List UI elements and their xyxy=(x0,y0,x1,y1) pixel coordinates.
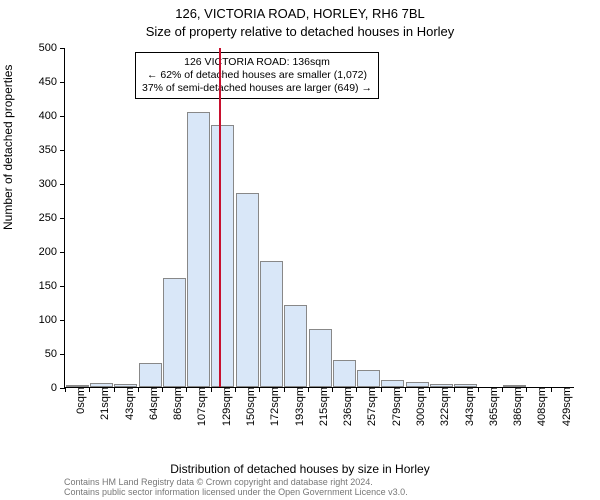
x-tick-label: 64sqm xyxy=(142,387,160,420)
y-tick-label: 0 xyxy=(51,382,65,394)
plot-area: 126 VICTORIA ROAD: 136sqm ← 62% of detac… xyxy=(64,48,574,388)
x-tick xyxy=(284,387,285,392)
credits: Contains HM Land Registry data © Crown c… xyxy=(64,478,408,498)
y-tick-label: 500 xyxy=(39,42,65,54)
x-tick-label: 343sqm xyxy=(458,387,476,426)
x-tick-label: 0sqm xyxy=(69,387,87,414)
x-tick xyxy=(551,387,552,392)
annotation-line2: ← 62% of detached houses are smaller (1,… xyxy=(142,69,372,82)
x-tick xyxy=(308,387,309,392)
x-tick-label: 429sqm xyxy=(555,387,573,426)
x-tick xyxy=(162,387,163,392)
x-tick xyxy=(235,387,236,392)
x-tick xyxy=(211,387,212,392)
x-tick-label: 408sqm xyxy=(530,387,548,426)
x-tick xyxy=(114,387,115,392)
chart-container: 126, VICTORIA ROAD, HORLEY, RH6 7BL Size… xyxy=(0,0,600,500)
y-tick-label: 250 xyxy=(39,212,65,224)
x-tick-label: 107sqm xyxy=(190,387,208,426)
x-tick-label: 193sqm xyxy=(288,387,306,426)
y-tick-label: 450 xyxy=(39,76,65,88)
x-tick-label: 236sqm xyxy=(336,387,354,426)
histogram-bar xyxy=(139,363,162,387)
chart-title-sub: Size of property relative to detached ho… xyxy=(0,24,600,39)
x-tick-label: 129sqm xyxy=(215,387,233,426)
histogram-bar xyxy=(333,360,356,387)
histogram-bar xyxy=(357,370,380,387)
y-tick-label: 150 xyxy=(39,280,65,292)
x-axis-label: Distribution of detached houses by size … xyxy=(0,462,600,476)
x-tick xyxy=(478,387,479,392)
x-tick-label: 279sqm xyxy=(385,387,403,426)
x-tick-label: 322sqm xyxy=(433,387,451,426)
histogram-bar xyxy=(284,305,307,387)
annotation-line1: 126 VICTORIA ROAD: 136sqm xyxy=(142,56,372,69)
histogram-bar xyxy=(236,193,259,387)
x-tick xyxy=(502,387,503,392)
x-tick xyxy=(526,387,527,392)
x-tick-label: 215sqm xyxy=(312,387,330,426)
annotation-box: 126 VICTORIA ROAD: 136sqm ← 62% of detac… xyxy=(135,52,379,99)
x-tick xyxy=(259,387,260,392)
y-tick-label: 300 xyxy=(39,178,65,190)
chart-title-main: 126, VICTORIA ROAD, HORLEY, RH6 7BL xyxy=(0,6,600,21)
x-tick xyxy=(65,387,66,392)
histogram-bar xyxy=(163,278,186,387)
y-tick-label: 200 xyxy=(39,246,65,258)
x-tick-label: 172sqm xyxy=(263,387,281,426)
y-axis-label: Number of detached properties xyxy=(1,65,15,230)
histogram-bar xyxy=(187,112,210,387)
x-tick xyxy=(381,387,382,392)
x-tick-label: 86sqm xyxy=(166,387,184,420)
x-tick xyxy=(454,387,455,392)
x-tick xyxy=(429,387,430,392)
y-tick-label: 100 xyxy=(39,314,65,326)
x-tick xyxy=(405,387,406,392)
histogram-bar xyxy=(309,329,332,387)
x-tick xyxy=(138,387,139,392)
histogram-bar xyxy=(260,261,283,387)
x-tick xyxy=(89,387,90,392)
x-tick-label: 21sqm xyxy=(93,387,111,420)
y-tick-label: 400 xyxy=(39,110,65,122)
reference-line xyxy=(219,48,221,387)
x-tick xyxy=(356,387,357,392)
x-tick-label: 386sqm xyxy=(506,387,524,426)
x-tick-label: 150sqm xyxy=(239,387,257,426)
y-tick-label: 350 xyxy=(39,144,65,156)
x-tick xyxy=(332,387,333,392)
x-tick-label: 365sqm xyxy=(482,387,500,426)
annotation-line3: 37% of semi-detached houses are larger (… xyxy=(142,82,372,95)
histogram-bar xyxy=(381,380,404,387)
x-tick xyxy=(186,387,187,392)
credits-line2: Contains public sector information licen… xyxy=(64,488,408,498)
x-tick-label: 300sqm xyxy=(409,387,427,426)
x-tick-label: 43sqm xyxy=(118,387,136,420)
histogram-bar xyxy=(211,125,234,387)
y-tick-label: 50 xyxy=(45,348,65,360)
x-tick-label: 257sqm xyxy=(360,387,378,426)
